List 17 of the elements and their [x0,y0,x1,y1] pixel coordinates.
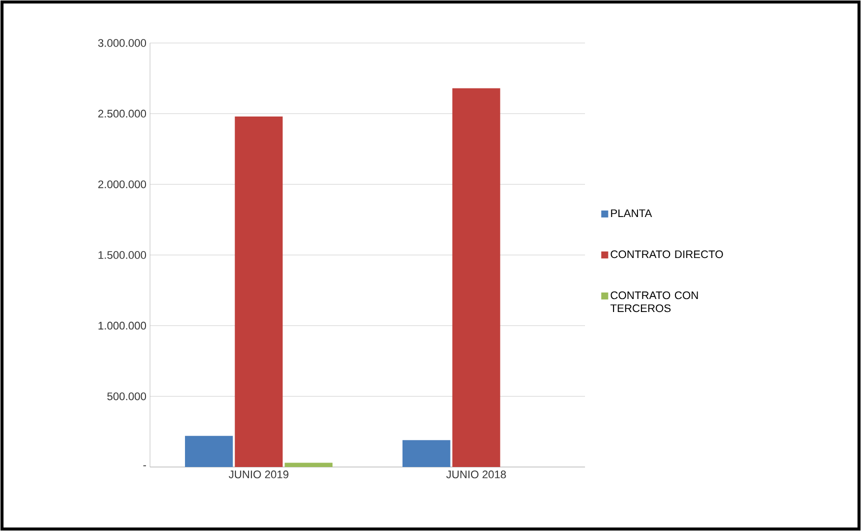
x-tick-label: JUNIO 2019 [228,470,288,478]
y-tick-label: - [143,465,146,466]
y-tick-label: 500.000 [107,392,146,400]
y-tick-label: 2.000.000 [98,180,146,188]
x-tick-label: JUNIO 2018 [446,470,506,478]
bar [184,436,233,467]
y-tick-label: 3.000.000 [98,39,146,47]
legend-label: PLANTA [611,209,652,217]
legend-label: CONTRATO DIRECTO [610,250,723,258]
bar [452,88,500,467]
y-tick-label: 2.500.000 [98,110,146,118]
y-tick-label: 1.000.000 [98,322,146,330]
y-tick-label: 1.500.000 [98,251,146,259]
bar [234,116,283,467]
bar [402,440,450,467]
bar [284,462,333,467]
legend-label: CONTRATO CON TERCEROS [610,291,698,312]
